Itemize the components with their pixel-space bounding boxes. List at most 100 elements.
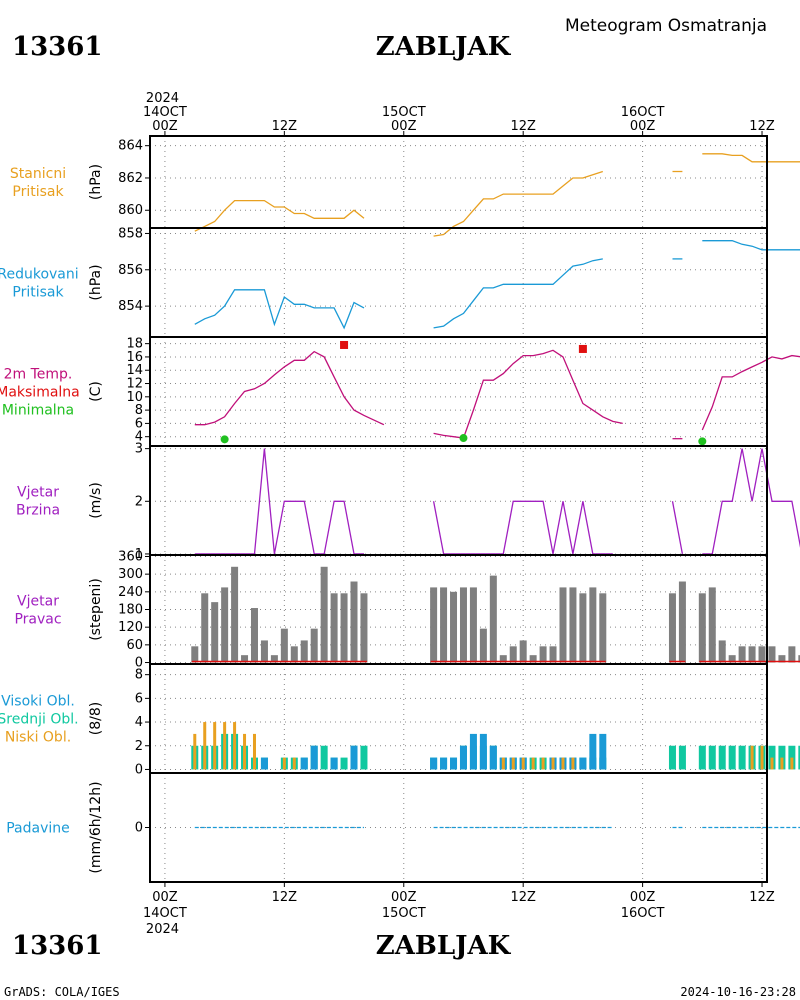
wind-direction-bar	[738, 646, 746, 663]
y-axis-label: (m/s)	[88, 482, 104, 519]
time-label-bottom: 00Z	[152, 890, 178, 905]
panel-label: Padavine	[6, 821, 70, 837]
wind-direction-bar	[300, 640, 308, 663]
cloud-low-bar	[282, 757, 286, 770]
cloud-mid-bar	[668, 745, 676, 770]
series-line	[702, 240, 800, 251]
cloud-high-bar	[300, 757, 308, 770]
panel-label: Redukovani	[0, 267, 79, 283]
time-label-bottom: 15OCT	[382, 906, 426, 921]
time-label-top: 00Z	[391, 119, 417, 134]
cloud-mid-bar	[798, 745, 800, 770]
wind-direction-bar	[768, 646, 776, 663]
y-tick-label: 8	[135, 403, 143, 418]
wind-direction-bar	[748, 646, 756, 663]
wind-direction-bar	[698, 593, 706, 663]
series-line	[194, 289, 365, 330]
panel-label: Brzina	[16, 503, 60, 519]
y-tick-label: 300	[118, 567, 143, 582]
cloud-mid-bar	[360, 745, 368, 770]
wind-direction-bar	[499, 655, 507, 663]
y-tick-label: 0	[135, 656, 143, 671]
y-tick-label: 14	[126, 363, 143, 378]
wind-direction-bar	[539, 646, 547, 663]
time-label-bottom: 12Z	[749, 890, 775, 905]
wind-direction-bar	[728, 655, 736, 663]
cloud-high-bar	[440, 757, 448, 770]
cloud-low-bar	[511, 757, 515, 770]
cloud-mid-bar	[728, 745, 736, 770]
wind-direction-bar	[798, 655, 800, 663]
cloud-low-bar	[292, 757, 296, 770]
time-label-bottom: 00Z	[391, 890, 417, 905]
panel-label: Stanicni	[10, 166, 66, 182]
wind-direction-bar	[489, 575, 497, 663]
cloud-high-bar	[430, 757, 438, 770]
series-line	[702, 448, 800, 555]
time-label-top: 00Z	[630, 119, 656, 134]
wind-direction-bar	[330, 593, 338, 663]
panel-label: Pritisak	[12, 184, 64, 200]
y-axis-label: (8/8)	[88, 702, 104, 735]
wind-direction-bar	[668, 593, 676, 663]
y-tick-label: 180	[118, 603, 143, 618]
time-label-top: 16OCT	[621, 105, 665, 120]
cloud-mid-bar	[718, 745, 726, 770]
panel-frame	[149, 227, 768, 338]
wind-direction-bar	[599, 593, 607, 663]
cloud-low-bar	[770, 757, 774, 770]
y-tick-label: 2	[135, 494, 143, 509]
meteogram-title: Meteogram Osmatranja	[565, 16, 767, 36]
y-tick-label: 856	[118, 263, 143, 278]
y-tick-label: 4	[135, 715, 143, 730]
series-line	[194, 350, 385, 426]
wind-direction-bar	[569, 587, 577, 663]
min-temp-marker	[698, 437, 707, 446]
wind-direction-bar	[519, 640, 527, 663]
time-label-top: 14OCT	[143, 105, 187, 120]
cloud-low-bar	[760, 745, 764, 770]
wind-direction-bar	[430, 587, 438, 663]
y-tick-label: 1	[135, 547, 143, 562]
cloud-low-bar	[252, 733, 256, 770]
y-tick-label: 8	[135, 668, 143, 683]
cloud-mid-bar	[320, 745, 328, 770]
wind-direction-bar	[788, 646, 796, 663]
time-label-top: 15OCT	[382, 105, 426, 120]
y-axis-label: (hPa)	[88, 164, 104, 200]
cloud-high-bar	[469, 733, 477, 770]
wind-direction-bar	[191, 646, 199, 663]
y-tick-label: 864	[118, 139, 143, 154]
cloud-low-bar	[561, 757, 565, 770]
panel-label: Visoki Obl.	[1, 694, 75, 710]
panel-label: Vjetar	[17, 485, 59, 501]
y-tick-label: 4	[135, 430, 143, 445]
y-tick-label: 860	[118, 203, 143, 218]
wind-direction-bar	[350, 581, 358, 663]
wind-direction-bar	[459, 587, 467, 663]
wind-direction-bar	[310, 628, 318, 663]
series-line	[433, 349, 623, 439]
wind-direction-bar	[579, 593, 587, 663]
cloud-mid-bar	[340, 757, 348, 770]
cloud-high-bar	[350, 745, 358, 770]
cloud-low-bar	[551, 757, 555, 770]
cloud-low-bar	[501, 757, 505, 770]
time-label-bottom: 12Z	[510, 890, 536, 905]
series-line	[702, 153, 800, 163]
wind-direction-bar	[450, 591, 458, 663]
y-tick-label: 0	[135, 762, 143, 777]
y-tick-label: 18	[126, 337, 143, 352]
y-tick-label: 854	[118, 299, 143, 314]
wind-direction-bar	[231, 566, 239, 663]
cloud-high-bar	[459, 745, 467, 770]
time-label-bottom: 12Z	[272, 890, 298, 905]
wind-direction-bar	[509, 646, 517, 663]
panel-label: Srednji Obl.	[0, 712, 79, 728]
y-tick-label: 10	[126, 390, 143, 405]
time-label-top: 12Z	[272, 119, 298, 134]
max-temp-marker	[578, 344, 587, 353]
panel-label: Niski Obl.	[5, 730, 71, 746]
series-line	[433, 258, 603, 329]
time-label-bottom: 00Z	[630, 890, 656, 905]
